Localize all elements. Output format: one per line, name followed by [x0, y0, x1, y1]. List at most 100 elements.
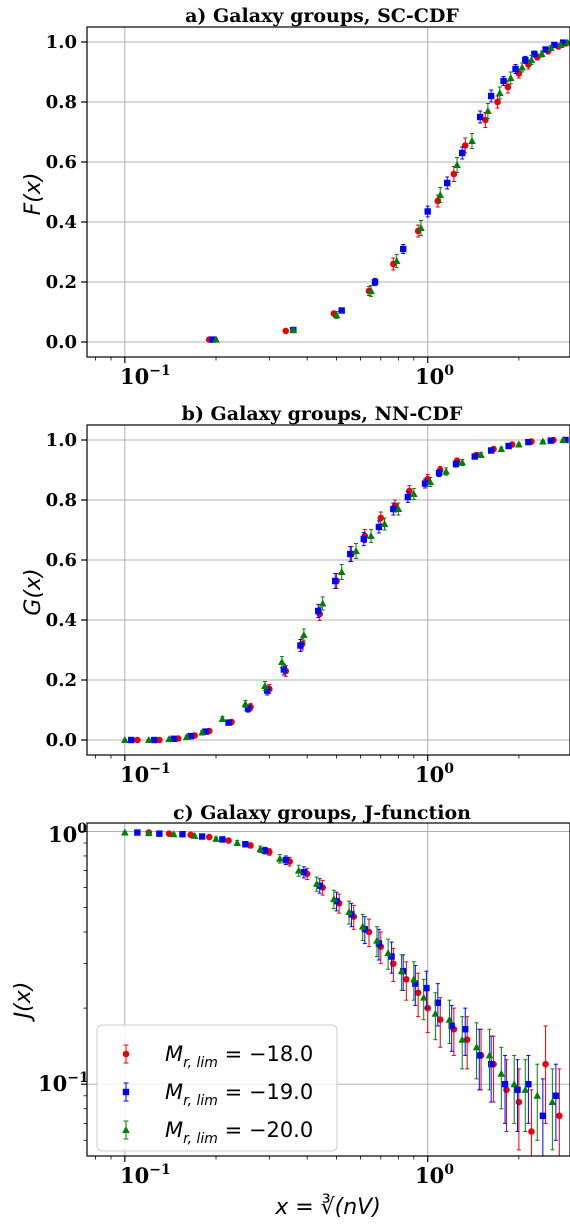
data-point	[165, 830, 173, 837]
data-point	[219, 836, 226, 843]
data-point	[371, 278, 379, 286]
data-point	[360, 535, 367, 543]
data-point	[436, 191, 445, 198]
series-3	[212, 38, 570, 343]
data-point	[424, 208, 431, 215]
data-point	[525, 1081, 532, 1088]
grid-lines	[81, 425, 570, 761]
data-layer	[205, 38, 570, 343]
data-point	[404, 493, 412, 501]
data-point	[548, 1098, 557, 1106]
series-1	[205, 40, 569, 343]
data-point	[337, 568, 346, 575]
series-2	[128, 436, 569, 744]
data-point	[442, 467, 450, 475]
data-point	[256, 845, 265, 853]
x-tick-label: 10−1	[120, 761, 171, 787]
y-tick-label: 0.2	[46, 670, 77, 691]
data-point	[187, 732, 194, 740]
data-point	[205, 833, 213, 841]
data-point	[338, 307, 345, 314]
data-point	[156, 736, 163, 744]
data-point	[426, 478, 435, 485]
data-point	[562, 436, 569, 444]
data-point	[384, 949, 392, 957]
data-point	[375, 523, 383, 531]
legend-label: Mr, lim = −19.0	[165, 1080, 313, 1109]
data-point	[390, 505, 397, 513]
y-axis-label: J(x)	[11, 982, 36, 1023]
y-tick-label: 10−1	[38, 1070, 89, 1096]
y-tick-label: 1.0	[46, 430, 77, 451]
data-point	[477, 451, 485, 458]
x-axis-label: x = ∛(nV)	[274, 1193, 381, 1220]
data-point	[190, 831, 199, 839]
y-axis-label: F(x)	[21, 173, 46, 216]
data-point	[494, 98, 501, 106]
data-point	[202, 728, 209, 735]
data-point	[121, 736, 129, 743]
data-point	[347, 550, 354, 558]
x-tick-label: 100	[415, 363, 454, 389]
data-point	[134, 829, 141, 836]
data-point	[412, 980, 419, 987]
x-ticks: 10−1 100	[120, 1162, 454, 1188]
data-point	[510, 1080, 518, 1088]
data-point	[501, 1081, 509, 1088]
data-point	[280, 666, 288, 673]
panel-title: c) Galaxy groups, J-function	[173, 802, 471, 824]
data-point	[394, 505, 403, 512]
data-point	[375, 940, 383, 947]
plot-frame	[86, 26, 570, 358]
data-point	[531, 50, 538, 58]
data-point	[453, 161, 461, 168]
data-point	[261, 847, 269, 854]
x-tick-label: 10−1	[120, 363, 171, 389]
data-point	[263, 687, 271, 694]
data-point	[518, 63, 526, 71]
data-point	[128, 736, 135, 744]
data-point	[547, 437, 555, 444]
data-point	[487, 1061, 495, 1068]
data-point	[403, 976, 410, 983]
data-point	[485, 1051, 494, 1059]
data-point	[373, 936, 381, 944]
data-point	[559, 39, 567, 46]
data-point	[525, 438, 532, 446]
data-point	[476, 113, 484, 121]
data-point	[542, 1060, 549, 1068]
x-tick-label: 10−1	[120, 1162, 171, 1188]
data-point	[289, 326, 298, 333]
data-layer	[121, 436, 569, 744]
data-point	[497, 445, 506, 452]
data-point	[294, 866, 303, 874]
data-point	[392, 257, 401, 264]
data-point	[145, 736, 153, 743]
data-point	[514, 1086, 521, 1094]
data-point	[512, 65, 519, 73]
plot-frame	[86, 424, 570, 756]
data-point	[444, 179, 451, 187]
data-point	[212, 335, 220, 343]
series-3	[121, 828, 557, 1151]
data-point	[503, 1086, 510, 1094]
data-point	[225, 837, 232, 844]
plot-frame	[86, 822, 570, 1157]
legend-label: Mr, lim = −18.0	[165, 1042, 313, 1071]
data-point	[537, 50, 546, 57]
y-tick-label: 0.4	[46, 610, 77, 631]
data-point	[282, 856, 290, 864]
data-point	[198, 833, 206, 840]
y-tick-label: 0.4	[46, 212, 77, 233]
x-tick-label: 100	[415, 1162, 454, 1188]
data-point	[563, 38, 570, 46]
data-point	[300, 631, 308, 638]
data-point	[556, 1112, 563, 1120]
data-point	[156, 830, 163, 837]
data-point	[539, 1112, 547, 1119]
data-point	[179, 831, 186, 838]
data-point	[452, 460, 460, 468]
legend: Mr, lim = −18.0 Mr, lim = −19.0 Mr, lim …	[96, 1024, 338, 1152]
legend-markers	[122, 1044, 130, 1140]
legend-marker-square	[122, 1088, 130, 1096]
